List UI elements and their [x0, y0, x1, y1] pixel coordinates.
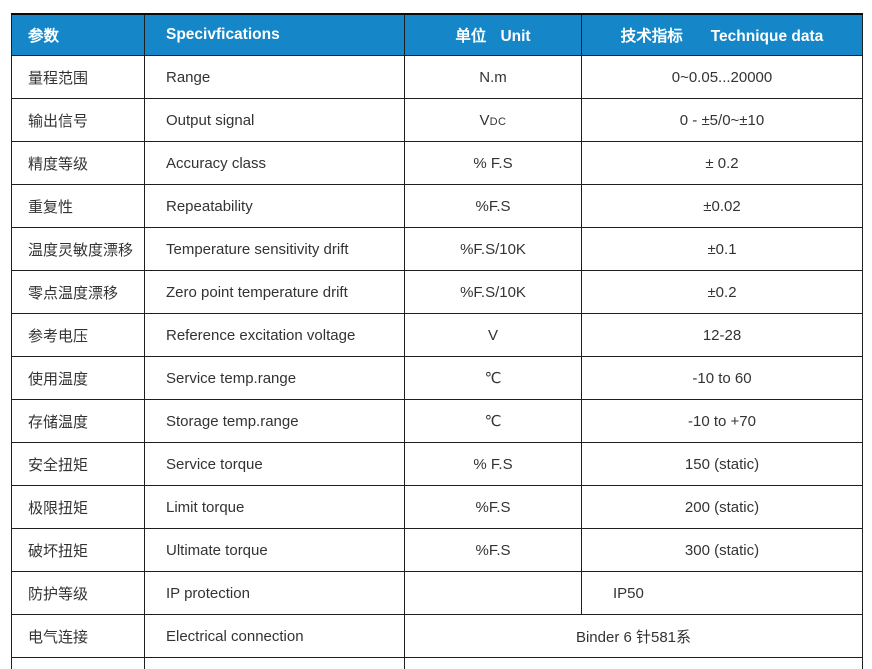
table-row: 防护等级 IP protection IP50 — [11, 571, 863, 615]
spec-en-cell: IP protection — [144, 571, 405, 615]
header-specifications: Specivfications — [144, 13, 405, 56]
value-cell: ±0.1 — [581, 227, 863, 271]
param-zh-cell: 量程范围 — [11, 55, 145, 99]
spec-en-cell: Note — [144, 657, 405, 669]
table-row-merged: 备 注 Note 4~20mA(可选) — [11, 657, 863, 669]
unit-cell: N.m — [404, 55, 582, 99]
spec-en-cell: Limit torque — [144, 485, 405, 529]
spec-en-cell: Service torque — [144, 442, 405, 486]
param-zh-cell: 参考电压 — [11, 313, 145, 357]
param-zh-cell: 安全扭矩 — [11, 442, 145, 486]
unit-cell: %F.S — [404, 184, 582, 228]
header-unit: 单位 Unit — [404, 13, 582, 56]
header-technique-data: 技术指标 Technique data — [581, 13, 863, 56]
spec-en-cell: Storage temp.range — [144, 399, 405, 443]
value-cell: 12-28 — [581, 313, 863, 357]
unit-cell: ℃ — [404, 356, 582, 400]
table-row: 量程范围 Range N.m 0~0.05...20000 — [11, 55, 863, 99]
value-cell: 0~0.05...20000 — [581, 55, 863, 99]
table-row: 输出信号 Output signal VDC 0 - ±5/0~±10 — [11, 98, 863, 142]
unit-cell: %F.S/10K — [404, 270, 582, 314]
spec-en-cell: Electrical connection — [144, 614, 405, 658]
param-zh-cell: 零点温度漂移 — [11, 270, 145, 314]
merged-value-cell: 4~20mA(可选) — [404, 657, 863, 669]
spec-en-cell: Zero point temperature drift — [144, 270, 405, 314]
header-tech-en: Technique data — [710, 28, 824, 45]
unit-cell: ℃ — [404, 399, 582, 443]
value-cell: 150 (static) — [581, 442, 863, 486]
value-cell: 300 (static) — [581, 528, 863, 572]
header-row: 参数 Specivfications 单位 Unit 技术指标 Technique … — [11, 13, 863, 56]
header-unit-zh: 单位 — [455, 28, 487, 45]
unit-cell: VDC — [404, 98, 582, 142]
value-cell: -10 to +70 — [581, 399, 863, 443]
table-row: 极限扭矩 Limit torque %F.S 200 (static) — [11, 485, 863, 529]
param-zh-cell: 精度等级 — [11, 141, 145, 185]
value-cell: ±0.2 — [581, 270, 863, 314]
value-cell: IP50 — [581, 571, 863, 615]
header-param: 参数 — [11, 13, 145, 56]
value-cell: ±0.02 — [581, 184, 863, 228]
value-cell: -10 to 60 — [581, 356, 863, 400]
spec-en-cell: Repeatability — [144, 184, 405, 228]
param-zh-cell: 电气连接 — [11, 614, 145, 658]
header-unit-en: Unit — [500, 28, 531, 45]
table-row: 精度等级 Accuracy class % F.S ± 0.2 — [11, 141, 863, 185]
unit-cell — [404, 571, 582, 615]
value-cell: ± 0.2 — [581, 141, 863, 185]
spec-en-cell: Accuracy class — [144, 141, 405, 185]
unit-cell: %F.S/10K — [404, 227, 582, 271]
spec-table-body: 量程范围 Range N.m 0~0.05...20000 输出信号 Outpu… — [11, 55, 863, 669]
param-zh-cell: 使用温度 — [11, 356, 145, 400]
table-row-merged: 电气连接 Electrical connection Binder 6 针581… — [11, 614, 863, 658]
param-zh-cell: 重复性 — [11, 184, 145, 228]
value-cell: 0 - ±5/0~±10 — [581, 98, 863, 142]
spec-table: 参数 Specivfications 单位 Unit 技术指标 Technique … — [11, 13, 863, 669]
table-row: 重复性 Repeatability %F.S ±0.02 — [11, 184, 863, 228]
spec-en-cell: Reference excitation voltage — [144, 313, 405, 357]
unit-cell: % F.S — [404, 141, 582, 185]
table-row: 使用温度 Service temp.range ℃ -10 to 60 — [11, 356, 863, 400]
value-cell: 200 (static) — [581, 485, 863, 529]
table-row: 零点温度漂移 Zero point temperature drift %F.S… — [11, 270, 863, 314]
merged-value-cell: Binder 6 针581系 — [404, 614, 863, 658]
spec-en-cell: Temperature sensitivity drift — [144, 227, 405, 271]
spec-en-cell: Ultimate torque — [144, 528, 405, 572]
unit-cell: % F.S — [404, 442, 582, 486]
param-zh-cell: 极限扭矩 — [11, 485, 145, 529]
param-zh-cell: 备 注 — [11, 657, 145, 669]
spec-en-cell: Service temp.range — [144, 356, 405, 400]
param-zh-cell: 破坏扭矩 — [11, 528, 145, 572]
spec-en-cell: Range — [144, 55, 405, 99]
param-zh-cell: 输出信号 — [11, 98, 145, 142]
table-row: 参考电压 Reference excitation voltage V 12-2… — [11, 313, 863, 357]
unit-cell: %F.S — [404, 485, 582, 529]
param-zh-cell: 存储温度 — [11, 399, 145, 443]
unit-cell: %F.S — [404, 528, 582, 572]
table-row: 破坏扭矩 Ultimate torque %F.S 300 (static) — [11, 528, 863, 572]
param-zh-cell: 温度灵敏度漂移 — [11, 227, 145, 271]
table-row: 安全扭矩 Service torque % F.S 150 (static) — [11, 442, 863, 486]
table-row: 存储温度 Storage temp.range ℃ -10 to +70 — [11, 399, 863, 443]
header-tech-zh: 技术指标 — [620, 28, 683, 45]
unit-cell: V — [404, 313, 582, 357]
table-row: 温度灵敏度漂移 Temperature sensitivity drift %F… — [11, 227, 863, 271]
param-zh-cell: 防护等级 — [11, 571, 145, 615]
spec-en-cell: Output signal — [144, 98, 405, 142]
